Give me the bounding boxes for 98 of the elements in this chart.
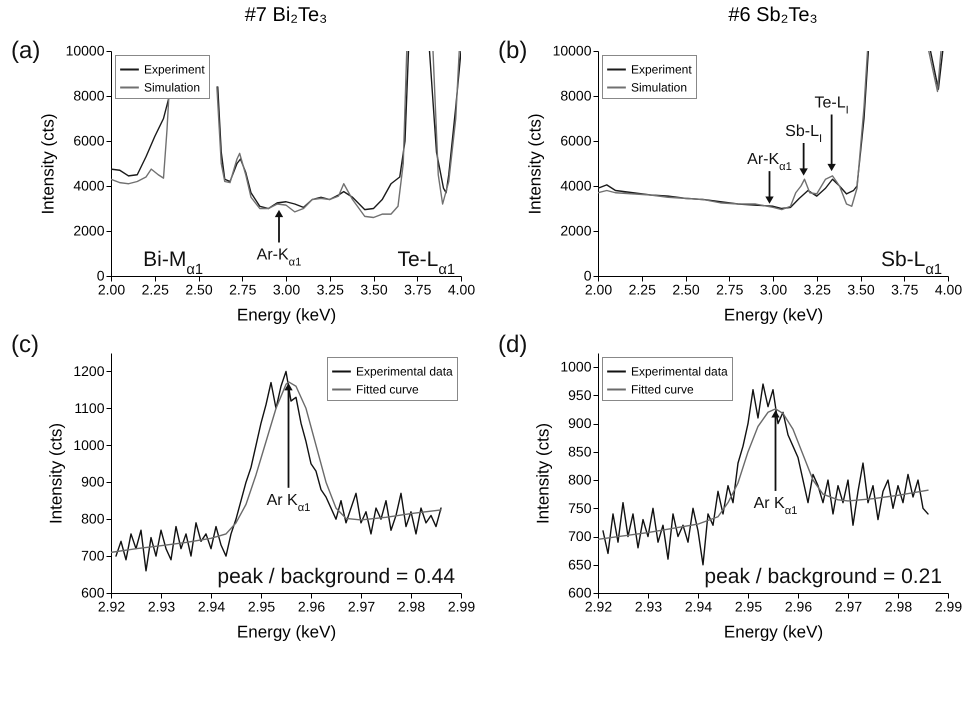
x-tick-label: 2.75 (229, 282, 257, 298)
chart-subtitle: (a) (11, 37, 40, 64)
y-axis-title: Intensity (cts) (46, 422, 66, 524)
y-tick-label: 4000 (73, 178, 105, 194)
x-tick-label: 3.75 (891, 282, 919, 298)
y-axis-title: Intensity (cts) (38, 113, 58, 215)
legend-label: Simulation (144, 80, 200, 94)
chart-subtitle: (c) (11, 331, 39, 358)
y-tick-label: 6000 (560, 132, 592, 148)
x-tick-label: 2.98 (398, 598, 426, 614)
x-tick-label: 2.75 (716, 282, 744, 298)
y-tick-label: 8000 (73, 88, 105, 104)
y-tick-label: 8000 (560, 88, 592, 104)
legend-label: Experiment (631, 62, 692, 76)
y-tick-label: 650 (568, 556, 592, 572)
annotation: Sb-L$_{I}$ (785, 123, 822, 145)
legend-label: Simulation (631, 80, 688, 94)
line-series (598, 408, 929, 540)
x-tick-label: 2.50 (185, 282, 213, 298)
chart-title: #7 Bi₂Te₃ (244, 4, 328, 26)
x-tick-label: 4.00 (448, 282, 476, 298)
y-tick-label: 2000 (73, 222, 105, 238)
annotation: Ar K$_{α1}$ (266, 492, 310, 514)
x-tick-label: 3.00 (760, 282, 788, 298)
y-tick-label: 800 (568, 472, 592, 488)
annotation: Te-L$_{α1}$ (397, 248, 455, 278)
y-tick-label: 750 (568, 500, 592, 516)
x-axis-title: Energy (keV) (236, 622, 336, 642)
y-tick-label: 1200 (73, 362, 105, 379)
x-tick-label: 2.99 (934, 598, 962, 614)
y-tick-label: 6000 (73, 132, 105, 148)
x-tick-label: 2.92 (98, 598, 126, 614)
x-axis-title: Energy (keV) (236, 306, 336, 324)
y-tick-label: 600 (568, 584, 592, 600)
x-tick-label: 3.50 (360, 282, 388, 298)
y-tick-label: 10000 (66, 42, 105, 58)
x-tick-label: 2.98 (884, 598, 912, 614)
x-tick-label: 3.75 (404, 282, 432, 298)
x-tick-label: 2.94 (198, 598, 226, 614)
x-axis-title: Energy (keV) (724, 306, 824, 324)
legend-label: Fitted curve (356, 382, 420, 396)
annotation: peak / background = 0.21 (704, 565, 942, 588)
x-tick-label: 2.96 (784, 598, 812, 614)
x-tick-label: 2.92 (584, 598, 612, 614)
y-tick-label: 600 (81, 584, 105, 600)
y-tick-label: 950 (568, 386, 592, 403)
x-tick-label: 2.25 (628, 282, 656, 298)
x-tick-label: 2.97 (348, 598, 376, 614)
annotation: Bi-M$_{α1}$ (143, 248, 203, 278)
x-tick-label: 2.00 (98, 282, 126, 298)
line-series (111, 381, 442, 554)
x-tick-label: 2.93 (634, 598, 662, 614)
annotation: Ar K$_{α1}$ (754, 494, 798, 517)
y-tick-label: 1100 (74, 400, 105, 416)
y-tick-label: 800 (81, 510, 105, 527)
chart-subtitle: (b) (498, 37, 528, 64)
legend-label: Experimental data (356, 364, 454, 378)
x-tick-label: 2.94 (684, 598, 712, 614)
x-tick-label: 3.25 (804, 282, 832, 298)
chart-title: #6 Sb₂Te₃ (728, 4, 818, 26)
x-tick-label: 4.00 (934, 282, 962, 298)
x-tick-label: 2.97 (834, 598, 862, 614)
y-tick-label: 0 (584, 268, 592, 284)
x-tick-label: 2.96 (298, 598, 326, 614)
line-series (602, 383, 929, 566)
x-tick-label: 2.95 (734, 598, 762, 614)
x-tick-label: 2.93 (148, 598, 176, 614)
annotation: Te-L$_{I}$ (814, 94, 849, 116)
annotation: Ar-K$_{α1}$ (256, 246, 302, 268)
y-tick-label: 700 (568, 528, 592, 544)
y-tick-label: 1000 (560, 358, 592, 375)
annotation: Sb-L$_{α1}$ (880, 248, 942, 278)
y-tick-label: 1000 (73, 436, 105, 453)
chart-subtitle: (d) (498, 331, 528, 358)
y-axis-title: Intensity (cts) (533, 422, 552, 524)
y-tick-label: 0 (96, 268, 105, 284)
x-axis-title: Energy (keV) (724, 622, 824, 642)
x-tick-label: 2.00 (584, 282, 612, 298)
legend-label: Experimental data (631, 364, 728, 378)
y-axis-title: Intensity (cts) (526, 113, 545, 215)
legend-label: Experiment (144, 62, 206, 76)
x-tick-label: 2.25 (142, 282, 170, 298)
legend-label: Fitted curve (631, 382, 694, 396)
annotation: peak / background = 0.44 (217, 565, 456, 588)
x-tick-label: 3.25 (316, 282, 344, 298)
x-tick-label: 2.50 (672, 282, 700, 298)
y-tick-label: 4000 (560, 178, 592, 194)
y-tick-label: 2000 (560, 222, 592, 238)
x-tick-label: 2.99 (448, 598, 476, 614)
y-tick-label: 850 (568, 443, 592, 460)
x-tick-label: 3.50 (847, 282, 875, 298)
y-tick-label: 900 (81, 474, 105, 490)
y-tick-label: 700 (81, 548, 105, 564)
annotation: Ar-K$_{α1}$ (747, 151, 792, 174)
y-tick-label: 900 (568, 415, 592, 432)
x-tick-label: 2.95 (248, 598, 276, 614)
x-tick-label: 3.00 (272, 282, 300, 298)
y-tick-label: 10000 (552, 42, 592, 58)
